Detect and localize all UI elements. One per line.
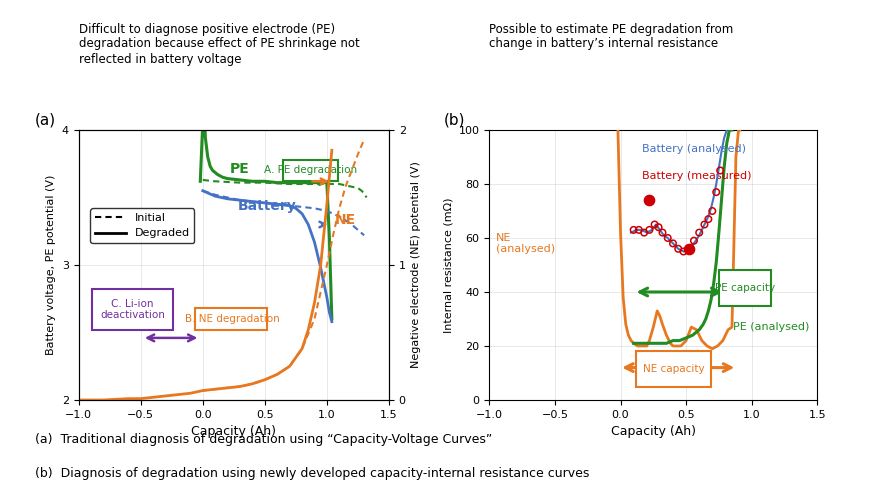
Text: (a)  Traditional diagnosis of degradation using “Capacity-Voltage Curves”: (a) Traditional diagnosis of degradation… xyxy=(35,432,492,446)
Point xyxy=(671,245,685,253)
Legend: Initial, Degraded: Initial, Degraded xyxy=(90,208,194,243)
Point xyxy=(682,245,696,253)
Y-axis label: Battery voltage, PE potential (V): Battery voltage, PE potential (V) xyxy=(46,175,56,355)
Point xyxy=(627,226,641,234)
X-axis label: Capacity (Ah): Capacity (Ah) xyxy=(611,426,696,438)
Point xyxy=(676,248,690,256)
Text: Battery: Battery xyxy=(238,198,296,212)
Point xyxy=(648,220,662,228)
FancyBboxPatch shape xyxy=(636,352,711,386)
Point xyxy=(702,215,716,223)
Text: Battery (analysed): Battery (analysed) xyxy=(642,144,746,154)
Text: A. PE degradation: A. PE degradation xyxy=(264,165,357,175)
FancyBboxPatch shape xyxy=(93,290,173,330)
Text: PE: PE xyxy=(230,162,250,175)
Text: PE capacity: PE capacity xyxy=(715,283,775,293)
Text: NE
(analysed): NE (analysed) xyxy=(496,232,555,254)
Point xyxy=(705,207,719,215)
Point xyxy=(642,196,656,204)
Point xyxy=(656,228,669,236)
Point xyxy=(687,236,701,244)
Text: (b)  Diagnosis of degradation using newly developed capacity-internal resistance: (b) Diagnosis of degradation using newly… xyxy=(35,468,589,480)
Point xyxy=(713,166,727,174)
Text: NE: NE xyxy=(335,214,356,228)
Point xyxy=(642,226,656,234)
Text: NE capacity: NE capacity xyxy=(642,364,704,374)
Point xyxy=(682,245,696,253)
Point xyxy=(692,228,706,236)
Y-axis label: Negative electrode (NE) potential (V): Negative electrode (NE) potential (V) xyxy=(412,162,421,368)
Text: B. NE degradation: B. NE degradation xyxy=(184,314,280,324)
FancyBboxPatch shape xyxy=(718,270,772,306)
Point xyxy=(632,226,646,234)
FancyBboxPatch shape xyxy=(195,308,267,330)
Y-axis label: Internal resistance (mΩ): Internal resistance (mΩ) xyxy=(443,197,453,333)
Text: C. Li-ion
deactivation: C. Li-ion deactivation xyxy=(101,298,165,320)
Point xyxy=(710,188,724,196)
Point xyxy=(637,228,651,236)
Text: Difficult to diagnose positive electrode (PE)
degradation because effect of PE s: Difficult to diagnose positive electrode… xyxy=(79,22,359,66)
FancyBboxPatch shape xyxy=(283,160,338,180)
Text: Possible to estimate PE degradation from
change in battery’s internal resistance: Possible to estimate PE degradation from… xyxy=(489,22,733,50)
Point xyxy=(661,234,675,242)
Point xyxy=(652,223,666,231)
Point xyxy=(666,240,680,248)
Text: (a): (a) xyxy=(35,112,56,128)
Point xyxy=(697,220,711,228)
Text: PE (analysed): PE (analysed) xyxy=(733,322,809,332)
Text: (b): (b) xyxy=(444,112,465,128)
X-axis label: Capacity (Ah): Capacity (Ah) xyxy=(191,426,276,438)
Text: Battery (measured): Battery (measured) xyxy=(642,170,751,180)
